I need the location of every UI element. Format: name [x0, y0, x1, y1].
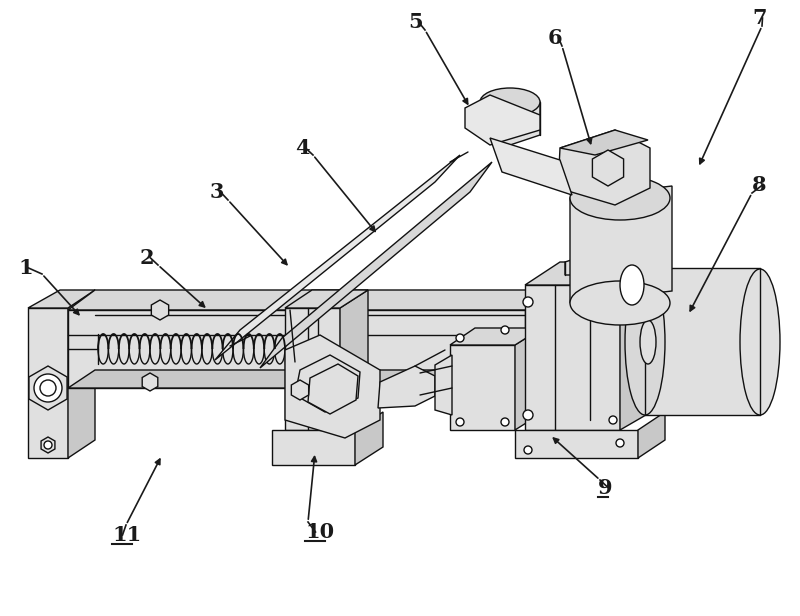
Polygon shape: [295, 355, 360, 412]
Text: 7: 7: [752, 8, 766, 28]
Polygon shape: [450, 328, 542, 345]
Polygon shape: [355, 412, 383, 465]
Text: 10: 10: [305, 522, 334, 542]
Polygon shape: [435, 355, 452, 415]
Polygon shape: [340, 290, 368, 430]
Ellipse shape: [570, 281, 670, 325]
Polygon shape: [515, 328, 542, 430]
Text: 4: 4: [295, 138, 310, 158]
Polygon shape: [68, 290, 95, 458]
Polygon shape: [29, 366, 67, 410]
Text: 3: 3: [210, 182, 225, 202]
Polygon shape: [285, 335, 380, 438]
Ellipse shape: [740, 269, 780, 415]
Polygon shape: [465, 95, 540, 145]
Circle shape: [34, 374, 62, 402]
Polygon shape: [272, 430, 355, 465]
Polygon shape: [28, 308, 68, 458]
Polygon shape: [490, 138, 572, 195]
Text: 6: 6: [548, 28, 562, 48]
Text: 5: 5: [408, 12, 422, 32]
Polygon shape: [68, 310, 525, 388]
Circle shape: [609, 416, 617, 424]
Polygon shape: [638, 412, 665, 458]
Circle shape: [155, 305, 165, 315]
Polygon shape: [308, 364, 358, 414]
Polygon shape: [151, 300, 169, 320]
Polygon shape: [68, 370, 555, 388]
Circle shape: [523, 297, 533, 307]
Polygon shape: [260, 162, 492, 368]
Circle shape: [456, 418, 464, 426]
Circle shape: [44, 441, 52, 449]
Polygon shape: [450, 345, 515, 430]
Polygon shape: [558, 130, 650, 205]
Circle shape: [609, 291, 617, 299]
Polygon shape: [593, 150, 623, 186]
Polygon shape: [41, 437, 55, 453]
Text: 2: 2: [140, 248, 154, 268]
Ellipse shape: [480, 88, 540, 116]
Circle shape: [501, 418, 509, 426]
Text: 11: 11: [112, 525, 142, 545]
Circle shape: [40, 380, 56, 396]
Circle shape: [524, 446, 532, 454]
Circle shape: [523, 410, 533, 420]
Polygon shape: [142, 373, 158, 391]
Polygon shape: [570, 186, 672, 303]
Polygon shape: [560, 130, 648, 155]
Circle shape: [146, 378, 154, 386]
Circle shape: [295, 385, 305, 395]
Polygon shape: [525, 285, 620, 430]
Polygon shape: [515, 430, 638, 458]
Polygon shape: [565, 248, 608, 275]
Polygon shape: [378, 366, 435, 408]
Ellipse shape: [598, 162, 618, 174]
Circle shape: [616, 439, 624, 447]
Polygon shape: [291, 380, 309, 400]
Circle shape: [501, 326, 509, 334]
Circle shape: [456, 334, 464, 342]
Polygon shape: [28, 290, 95, 308]
Text: 1: 1: [18, 258, 33, 278]
Polygon shape: [525, 262, 658, 285]
Polygon shape: [620, 262, 658, 430]
Polygon shape: [480, 92, 540, 145]
Text: 9: 9: [598, 478, 613, 498]
Ellipse shape: [625, 269, 665, 415]
Text: 8: 8: [752, 175, 766, 195]
Polygon shape: [645, 268, 760, 415]
Ellipse shape: [620, 265, 644, 305]
Ellipse shape: [570, 176, 670, 220]
Polygon shape: [215, 155, 460, 360]
Polygon shape: [285, 290, 368, 308]
Polygon shape: [68, 290, 555, 310]
Polygon shape: [285, 308, 340, 430]
Ellipse shape: [640, 320, 656, 364]
